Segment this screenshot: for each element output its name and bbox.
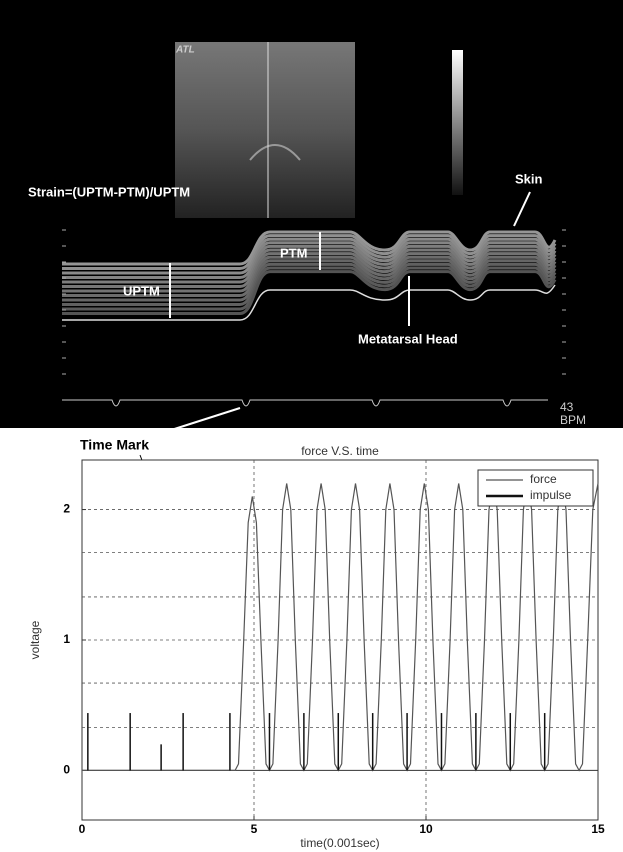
legend-box bbox=[477, 469, 594, 507]
legend-label: impulse bbox=[530, 488, 572, 502]
y-tick-label: 1 bbox=[63, 632, 70, 646]
x-tick-label: 0 bbox=[79, 822, 86, 836]
logo: ATL bbox=[175, 45, 195, 56]
chart-title: force V.S. time bbox=[301, 444, 379, 458]
heart-rate: 43 bbox=[560, 400, 574, 414]
m-mode-band bbox=[62, 234, 557, 270]
x-axis-label: time(0.001sec) bbox=[300, 836, 379, 850]
legend-label: force bbox=[530, 472, 557, 486]
m-mode-band bbox=[62, 237, 557, 275]
arrow bbox=[513, 191, 531, 227]
formula: Strain=(UPTM-PTM)/UPTM bbox=[28, 184, 190, 199]
m-mode-band bbox=[62, 270, 557, 315]
heart-rate-unit: BPM bbox=[560, 413, 586, 427]
label-time-mark: Time Mark bbox=[80, 437, 149, 453]
label-ptm: PTM bbox=[280, 245, 307, 260]
x-tick-label: 15 bbox=[591, 822, 605, 836]
gray-scale-bar bbox=[452, 50, 463, 195]
label-head: Metatarsal Head bbox=[358, 331, 458, 346]
m-mode-band bbox=[62, 266, 557, 311]
m-mode-band bbox=[62, 252, 557, 293]
x-tick-label: 5 bbox=[251, 822, 258, 836]
m-mode-band bbox=[62, 241, 557, 279]
bone-echo bbox=[249, 144, 301, 161]
y-tick-label: 0 bbox=[63, 763, 70, 777]
m-mode-band bbox=[62, 259, 557, 302]
m-mode-band bbox=[62, 262, 557, 306]
force-line bbox=[82, 483, 599, 772]
label-skin: Skin bbox=[515, 171, 543, 186]
label-uptm: UPTM bbox=[123, 283, 160, 298]
m-mode-band bbox=[62, 244, 557, 284]
y-tick-label: 2 bbox=[63, 502, 70, 516]
m-mode-band bbox=[62, 230, 557, 266]
b-mode-image bbox=[175, 42, 355, 218]
m-mode-band bbox=[62, 248, 557, 288]
m-mode-band bbox=[62, 255, 557, 297]
ecg-trace bbox=[62, 399, 548, 407]
x-tick-label: 10 bbox=[419, 822, 433, 836]
arrow bbox=[139, 407, 241, 441]
y-axis-label: voltage bbox=[28, 620, 42, 659]
